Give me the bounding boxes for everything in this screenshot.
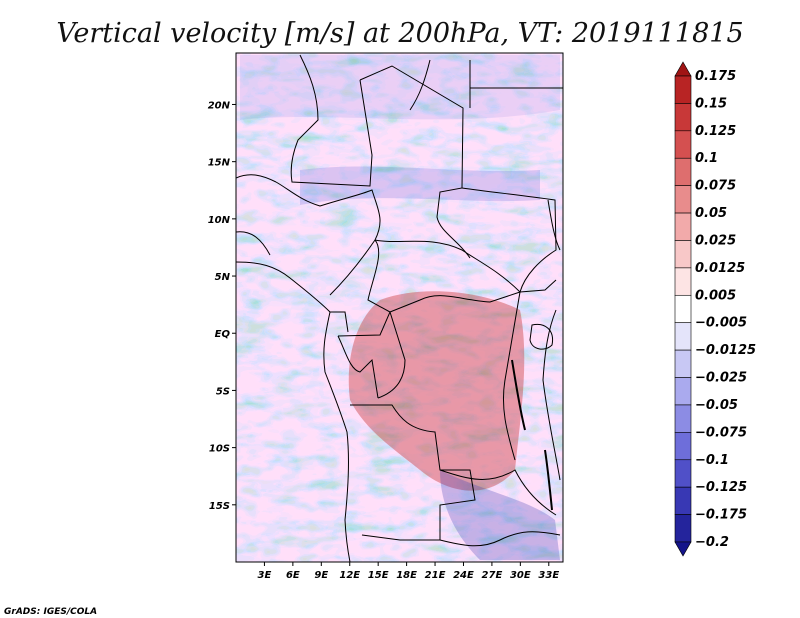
river-nile (409, 59, 431, 111)
latitude-axis: 20N 15N 10N 5N EQ 5S 10S 15S (208, 100, 236, 512)
lat-tick-label: 5S (216, 386, 230, 397)
colorbar-swatch (674, 322, 692, 351)
colorbar-label: −0.2 (695, 535, 729, 550)
colorbar-swatch (674, 432, 692, 461)
colorbar-label: −0.005 (695, 316, 747, 331)
colorbar-swatch (674, 377, 692, 406)
colorbar-label: −0.125 (695, 480, 747, 495)
colorbar-swatch (674, 185, 692, 214)
colorbar-swatch (674, 61, 692, 77)
lon-tick-label: 30E (510, 570, 531, 581)
colorbar-label: −0.05 (695, 398, 738, 413)
lake-tanganyika (511, 359, 526, 431)
lon-tick-label: 12E (339, 570, 360, 581)
colorbar-label: 0.0125 (695, 261, 745, 276)
lake-malawi (544, 449, 553, 511)
colorbar-label: −0.175 (695, 508, 747, 523)
colorbar-label: −0.1 (695, 453, 729, 468)
lon-tick-label: 6E (286, 570, 300, 581)
colorbar-label: 0.1 (695, 151, 718, 166)
colorbar-swatch (674, 267, 692, 296)
lat-tick-label: 5N (215, 272, 231, 283)
map-frame (235, 52, 564, 563)
border-horn (519, 199, 561, 293)
updraft-region (348, 291, 525, 491)
lat-tick-label: 10N (208, 215, 231, 226)
lat-tick-label: 15N (208, 158, 231, 169)
colorbar-swatch (674, 294, 692, 324)
lat-tick-label: 15S (209, 501, 230, 512)
colorbar-swatch (674, 349, 692, 378)
figure-title: Vertical velocity [m/s] at 200hPa, VT: 2… (56, 18, 743, 49)
colorbar-label: 0.175 (695, 69, 736, 84)
country-borders (236, 54, 563, 562)
colorbar-label: 0.075 (695, 179, 736, 194)
colorbar-label: −0.025 (695, 371, 747, 386)
lon-tick-label: 9E (314, 570, 328, 581)
lat-tick-label: EQ (215, 329, 231, 340)
colorbar-swatch (674, 212, 692, 241)
colorbar-swatch (674, 103, 692, 132)
colorbar-label: 0.005 (695, 288, 736, 303)
lon-tick-label: 3E (258, 570, 272, 581)
border-algeria-libya (290, 54, 373, 187)
colorbar-swatch (674, 157, 692, 186)
lat-tick-label: 10S (209, 444, 230, 455)
lon-tick-label: 33E (538, 570, 559, 581)
lat-tick-label: 20N (208, 100, 231, 111)
border-angola (350, 404, 476, 541)
velocity-field (236, 53, 563, 562)
colorbar-label: −0.075 (695, 425, 747, 440)
border-nigeria (275, 181, 381, 296)
lon-tick-label: 21E (425, 570, 446, 581)
border-car (374, 239, 521, 313)
west-coastline (236, 261, 351, 562)
border-niger-chad (359, 65, 471, 259)
border-south (439, 531, 561, 547)
colorbar: 0.175 0.15 0.125 0.1 0.075 0.05 0.025 0.0125 0.0… (674, 61, 756, 557)
lon-tick-label: 15E (368, 570, 389, 581)
colorbar-swatch (674, 541, 692, 557)
colorbar-swatch (674, 130, 692, 159)
longitude-axis: 3E 6E 9E 12E 15E 18E 21E 24E 27E 30E 33E (258, 562, 559, 581)
colorbar-swatch (674, 240, 692, 269)
border-gabon-congo (330, 311, 379, 399)
lon-tick-label: 27E (482, 570, 503, 581)
border-west-sahel (236, 174, 277, 256)
colorbar-swatch (674, 486, 692, 515)
lon-tick-label: 18E (396, 570, 417, 581)
grads-credit: GrADS: IGES/COLA (4, 607, 97, 617)
lake-victoria (529, 323, 554, 350)
colorbar-label: 0.125 (695, 124, 736, 139)
colorbar-swatch (674, 459, 692, 488)
lon-tick-label: 24E (453, 570, 474, 581)
colorbar-label: 0.05 (695, 206, 727, 221)
colorbar-label: −0.0125 (695, 343, 756, 358)
border-sudan-south (461, 187, 557, 293)
border-drc-north (377, 311, 406, 399)
border-drc-east (502, 291, 521, 461)
border-zambia (439, 469, 557, 516)
colorbar-swatch (674, 404, 692, 433)
colorbar-label: 0.025 (695, 233, 736, 248)
colorbar-swatch (674, 75, 692, 104)
colorbar-label: 0.15 (695, 96, 727, 111)
colorbar-swatch (674, 514, 692, 543)
border-cameroon (337, 239, 391, 337)
